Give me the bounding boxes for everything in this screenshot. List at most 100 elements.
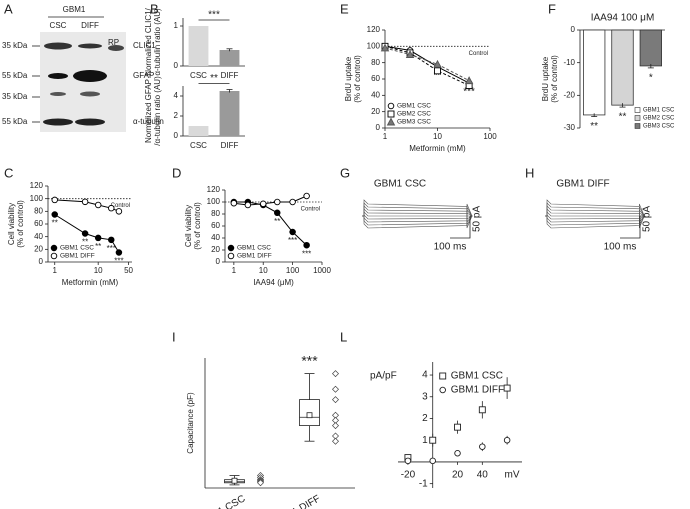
- x-tick-label: DIFF: [221, 141, 239, 150]
- y-tick-label: 40: [34, 232, 43, 241]
- y-tick-label: -10: [563, 58, 575, 67]
- y-tick-label: 80: [371, 58, 380, 67]
- marker: [244, 201, 252, 209]
- blot-band: [50, 92, 66, 96]
- legend-label: GBM1 CSC: [237, 245, 271, 252]
- data-point: [332, 437, 339, 445]
- y-tick-label: 0: [216, 257, 221, 266]
- blot-band: [78, 43, 102, 49]
- marker: [108, 236, 115, 244]
- blot-marker: 55 kDa: [2, 71, 28, 80]
- y-tick-label: 4: [422, 370, 428, 381]
- chart-title: IAA94 100 μM: [591, 13, 655, 24]
- marker: [259, 200, 267, 208]
- marker: [404, 457, 412, 465]
- series-line: [384, 45, 470, 84]
- marker: [230, 199, 238, 207]
- x-tick-label: 50: [124, 266, 133, 275]
- data-point: [332, 385, 339, 393]
- blot-marker: 35 kDa: [2, 41, 28, 50]
- legend-marker: [50, 244, 58, 252]
- panel-letter: A: [4, 1, 13, 16]
- chart-title: GBM1 DIFF: [556, 179, 609, 190]
- legend-marker: [227, 252, 235, 260]
- y-tick-label: 0: [174, 131, 179, 140]
- significance: ***: [208, 10, 220, 21]
- x-tick-label: CSC: [190, 71, 207, 80]
- y-tick-label: 20: [371, 107, 380, 116]
- point-label: ***: [114, 257, 123, 266]
- x-tick-label: 100: [483, 132, 497, 141]
- x-tick-label: 100: [286, 266, 300, 275]
- panel-letter: F: [548, 1, 556, 16]
- reference-label: Control: [301, 207, 320, 213]
- y-axis-label: BrdU uptake: [344, 56, 353, 101]
- blot-band-label: CLIC1: [133, 41, 156, 50]
- panel-letter: D: [172, 165, 181, 180]
- point-label: ***: [302, 249, 311, 258]
- y-tick-label: -20: [563, 90, 575, 99]
- y-tick-label: 0: [376, 123, 381, 132]
- y-tick-label: 40: [211, 233, 220, 242]
- marker: [503, 436, 511, 444]
- scale-y-label: 50 pA: [642, 206, 653, 232]
- blot-rp: RP: [108, 38, 119, 47]
- y-tick-label: 80: [211, 209, 220, 218]
- point-label: **: [82, 238, 88, 247]
- legend-swatch: [634, 115, 641, 121]
- bar: [583, 29, 606, 116]
- marker: [274, 198, 281, 206]
- y-tick-label: 1: [422, 435, 428, 446]
- significance: **: [590, 121, 598, 132]
- y-axis-label: BrdU uptake: [541, 56, 550, 101]
- marker: [405, 50, 415, 58]
- current-trace: [545, 211, 645, 217]
- x-tick-label: 1: [232, 266, 237, 275]
- legend-label: GBM1 CSC: [60, 245, 94, 252]
- marker: [478, 406, 486, 414]
- marker: [464, 76, 474, 85]
- y-tick-label: 100: [207, 197, 221, 206]
- scale-bar: [450, 216, 471, 239]
- legend-label: GBM1 DIFF: [237, 253, 272, 260]
- scale-bar: [620, 216, 641, 239]
- data-point: [332, 422, 339, 430]
- panel-letter: I: [172, 329, 176, 344]
- point-label: **: [52, 219, 58, 228]
- x-tick-label: -20: [401, 470, 416, 481]
- marker: [429, 436, 437, 444]
- reference-label: Control: [111, 203, 130, 209]
- legend-label: GBM3 CSC: [643, 124, 675, 130]
- y-tick-label: 20: [34, 244, 43, 253]
- legend-marker: [50, 252, 58, 260]
- y-tick-label: 0: [571, 25, 576, 34]
- x-tick-label: DIFF: [221, 71, 239, 80]
- marker: [274, 209, 281, 217]
- x-tick-label: 1000: [313, 266, 331, 275]
- blot-lane: CSC: [50, 21, 67, 30]
- point-label: **: [434, 70, 442, 81]
- panel-letter: G: [340, 165, 350, 180]
- x-axis-label: IAA94 (μM): [253, 278, 294, 287]
- panel-letter: C: [4, 165, 13, 180]
- marker: [289, 198, 296, 206]
- y-tick-label: 60: [211, 221, 220, 230]
- marker: [289, 228, 296, 236]
- blot-band: [108, 45, 124, 51]
- marker: [51, 196, 58, 204]
- marker: [454, 423, 461, 431]
- current-trace: [362, 211, 472, 217]
- blot-band-label: GFAP: [133, 71, 154, 80]
- chart-title: GBM1 CSC: [374, 179, 426, 190]
- point-label: ***: [107, 244, 116, 253]
- marker: [51, 211, 58, 218]
- legend-marker: [227, 244, 235, 252]
- y-axis-label: (% of control): [16, 200, 25, 248]
- point-label: **: [95, 242, 101, 251]
- marker: [303, 192, 310, 200]
- y-tick-label: 0: [39, 257, 44, 266]
- current-trace: [362, 199, 473, 229]
- scale-y-label: 50 pA: [472, 206, 483, 232]
- current-trace: [362, 203, 473, 229]
- x-axis-label: Metformin (mM): [409, 144, 466, 153]
